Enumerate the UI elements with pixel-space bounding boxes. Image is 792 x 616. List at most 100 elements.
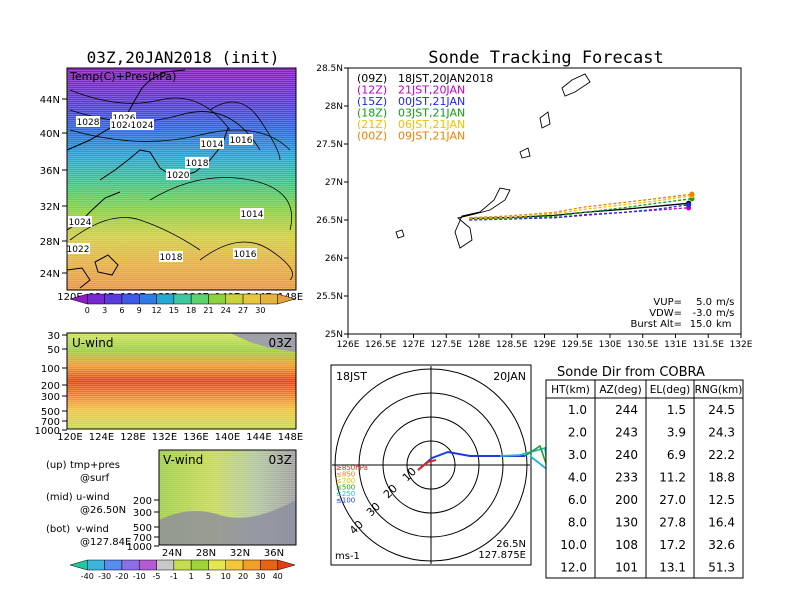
wind-colorbar-segment (104, 559, 123, 571)
colorbar-segment (104, 293, 123, 305)
isobar-label-bg (112, 112, 136, 123)
table-cell: 16.4 (708, 516, 735, 530)
track-lat-tick-label: 25N (325, 330, 343, 340)
wind-colorbar-segment (156, 559, 175, 571)
isobar-lines (69, 89, 293, 281)
panel-legend: (up) tmp+pres @surf (mid) u-wind @26.50N (bot)… (46, 460, 131, 548)
vwind-y-tick-label: 200 (133, 496, 152, 507)
colorbar-segment (277, 293, 296, 305)
table-cell: 18.8 (708, 471, 735, 485)
wind-colorbar-segment (121, 559, 140, 571)
sonde-trace-low (417, 459, 437, 471)
table-cell: 12.5 (708, 493, 735, 507)
temp-colorbar: 0 3 6 9 12 15 18 21 24 27 30 (69, 293, 296, 315)
polar-legend-item: ≤250 (336, 490, 355, 498)
isobar-label: 1016 (230, 136, 253, 146)
colorbar-label: 30 (255, 306, 265, 315)
isobar-label: 1024 (131, 121, 154, 131)
map-frame (66, 67, 297, 291)
track-info-label: VUP= (653, 297, 682, 308)
track-legend-code: (15Z) (357, 95, 387, 108)
table-frame (545, 379, 744, 579)
track-info-unit: m/s (716, 308, 734, 319)
track-lat-tick-label: 25.5N (316, 292, 343, 302)
wind-colorbar-segment (208, 559, 227, 571)
wind-colorbar-label: 1 (189, 572, 194, 581)
track-series-line (469, 198, 692, 220)
wind-colorbar-label: -20 (115, 572, 128, 581)
wind-colorbar-label: -10 (133, 572, 146, 581)
isobar-label-bg (68, 216, 92, 227)
track-lon-tick-label: 131.5E (693, 340, 725, 350)
temp-pressure-map: 1028102610241024101410161018102010141024… (40, 67, 303, 303)
track-legend: (09Z) 18JST,20JAN2018 (12Z) 21JST,20JAN (15Z… (357, 72, 493, 143)
track-legend-code: (09Z) (357, 72, 387, 85)
polar-legend-item: ≤500 (336, 484, 355, 492)
track-lon-tick-label: 126E (337, 340, 360, 350)
uwind-x-tick-label: 132E (152, 432, 177, 443)
isobar-label-bg (185, 157, 209, 168)
track-info-label: Burst Alt= (630, 319, 682, 330)
wind-colorbar-segment (242, 559, 261, 571)
uwind-x-tick-label: 144E (246, 432, 271, 443)
table-cell: 24.3 (708, 426, 735, 440)
vwind-x-tick-label: 36N (264, 548, 284, 559)
wind-colorbar-label: 30 (255, 572, 265, 581)
sonde-trace-mid (499, 446, 550, 473)
track-info-unit: m/s (716, 297, 734, 308)
table-cell: 6.0 (568, 493, 587, 507)
wind-colorbar-segment (190, 559, 209, 571)
table-title: Sonde Dir from COBRA (557, 365, 705, 380)
wind-colorbar-label: -30 (98, 572, 111, 581)
track-info-label: VDW= (649, 308, 682, 319)
track-legend-code: (18Z) (357, 107, 387, 120)
isobar-label: 1016 (234, 250, 257, 260)
table-cell: 4.0 (568, 471, 587, 485)
table-cell: 2.0 (568, 426, 587, 440)
table-cell: 12.0 (560, 561, 587, 575)
table-cell: 13.1 (659, 561, 686, 575)
isobar-label: 1024 (111, 121, 134, 131)
uwind-y-tick-label: 30 (47, 331, 60, 342)
wind-colorbar-segment (225, 559, 244, 571)
uwind-title: U-wind (72, 336, 113, 350)
polar-legend-item: ≤100 (336, 497, 355, 505)
track-info-unit: km (716, 319, 732, 330)
uwind-x-tick-label: 148E (278, 432, 303, 443)
uwind-x-tick-label: 124E (89, 432, 114, 443)
table-cell: 101 (615, 561, 638, 575)
wind-colorbar-segment (138, 559, 157, 571)
colorbar-segment (190, 293, 209, 305)
uwind-x-tick-label: 136E (183, 432, 208, 443)
lat-tick-label: 36N (40, 166, 60, 177)
table-header: EL(deg) (650, 384, 690, 396)
wind-colorbar-label: -1 (170, 572, 178, 581)
wind-colorbar-segment (69, 559, 88, 571)
table-cell: 200 (615, 493, 638, 507)
table-cell: 108 (615, 538, 638, 552)
colorbar-label: 12 (151, 306, 161, 315)
vwind-x-tick-label: 32N (230, 548, 250, 559)
wind-colorbar-segment (260, 559, 278, 571)
track-info-value: 15.0 (690, 319, 712, 330)
uwind-y-tick-label: 100 (41, 364, 60, 375)
wind-colorbar-label: -40 (81, 572, 94, 581)
vwind-y-tick-label: 700 (133, 533, 152, 544)
colorbar-label: 21 (203, 306, 213, 315)
wind-colorbar-segment (87, 559, 105, 571)
colorbar-label: 3 (102, 306, 107, 315)
isobar-label-bg (233, 248, 257, 259)
table-cell: 24.5 (708, 403, 735, 417)
polar-time-left: 18JST (336, 370, 367, 383)
lat-tick-label: 24N (40, 269, 60, 280)
polar-legend-item: ≥850hPa (336, 464, 368, 472)
uwind-gray-region (230, 333, 296, 352)
table-cell: 3.9 (667, 426, 686, 440)
wind-colorbar-label: 5 (206, 572, 211, 581)
track-legend-code: (21Z) (357, 118, 387, 131)
legend-text: @surf (80, 473, 110, 484)
colorbar-label: 24 (221, 306, 231, 315)
